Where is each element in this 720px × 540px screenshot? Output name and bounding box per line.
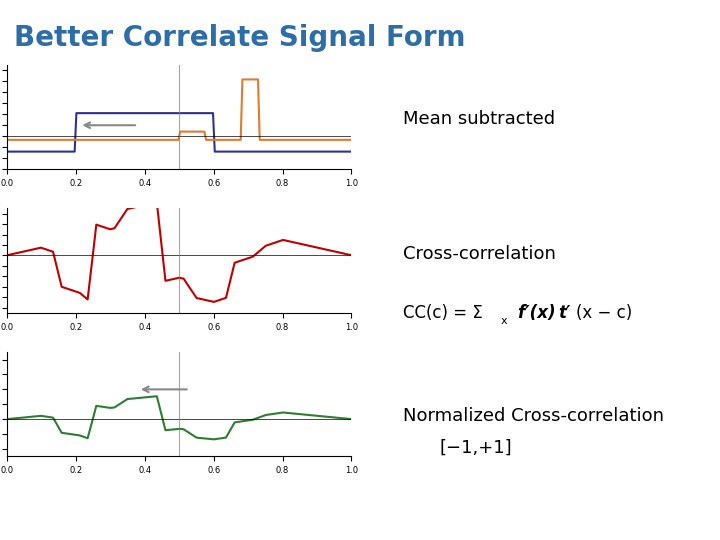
Text: CC(c) = Σ: CC(c) = Σ bbox=[403, 304, 483, 322]
Text: t′: t′ bbox=[558, 304, 570, 322]
Text: x: x bbox=[500, 316, 507, 326]
Text: f′(x): f′(x) bbox=[518, 304, 562, 322]
Text: Better Correlate Signal Form: Better Correlate Signal Form bbox=[14, 24, 466, 52]
Text: Introduction  |  Stabilizing and Comparing Images  |  Recognizing Features  |  C: Introduction | Stabilizing and Comparing… bbox=[114, 516, 606, 526]
Text: Cross-correlation: Cross-correlation bbox=[403, 245, 556, 263]
Text: (x − c): (x − c) bbox=[576, 304, 632, 322]
Text: Mean subtracted: Mean subtracted bbox=[403, 110, 555, 128]
Text: Normalized Cross-correlation: Normalized Cross-correlation bbox=[403, 407, 665, 425]
Text: [−1,+1]: [−1,+1] bbox=[439, 439, 512, 457]
